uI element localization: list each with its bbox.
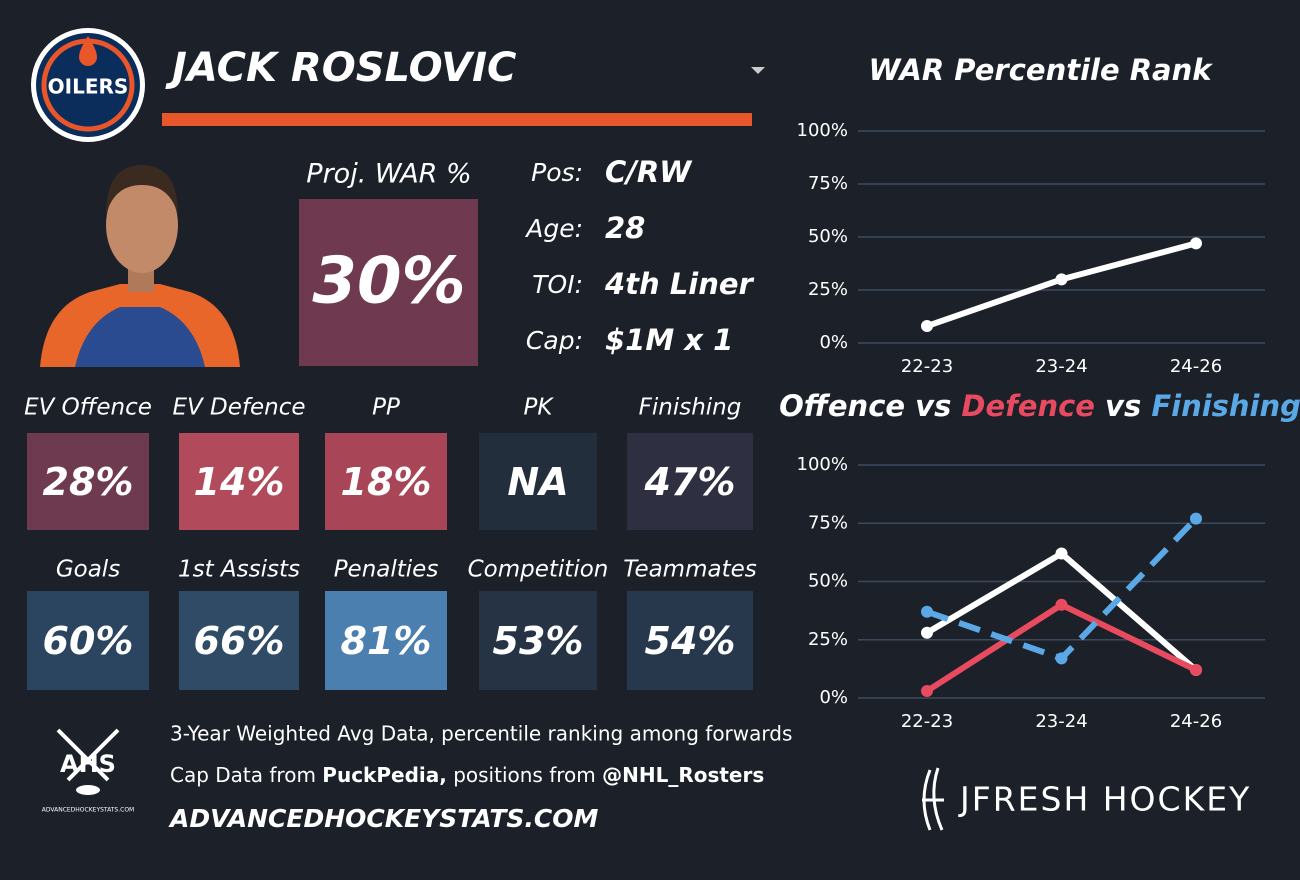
tile-value: 81% (341, 619, 432, 663)
ahs-logo-small: ADVANCEDHOCKEYSTATS.COM (42, 807, 134, 814)
footer-segment: @NHL_Rosters (602, 763, 764, 787)
title-joiner: vs (905, 389, 961, 423)
proj-value: 30% (312, 245, 465, 319)
logo-text: OILERS (48, 75, 129, 99)
tile (27, 433, 149, 530)
tile-value: 60% (43, 619, 134, 663)
website: ADVANCEDHOCKEYSTATS.COM (168, 804, 599, 833)
tile-value: 18% (341, 460, 432, 504)
y-tick-label: 25% (808, 279, 848, 300)
tile-value: NA (507, 460, 568, 504)
tile (627, 591, 753, 690)
stats: Proj. WAR % 30% Pos: C/RW Age: 28 TOI: 4th Line… (24, 155, 757, 690)
chart-title: WAR Percentile Rank (868, 53, 1213, 87)
info-label: Cap: (526, 326, 583, 355)
brand-logo (922, 767, 944, 831)
y-tick-label: 75% (808, 173, 848, 194)
y-tick-label: 0% (819, 332, 848, 353)
footer-segment: positions from (447, 763, 602, 787)
tile-label: Teammates (623, 557, 757, 583)
tile (479, 433, 597, 530)
legend-entry: Finishing (1151, 389, 1300, 423)
footer-segment: Cap Data from (170, 763, 322, 787)
chart-title: Offence vs Defence vs Finishing (779, 389, 1300, 423)
dropdown-icon[interactable] (751, 67, 765, 74)
tile-label: Competition (468, 557, 609, 583)
player-photo (40, 165, 240, 367)
accent-bar (162, 113, 752, 126)
ahs-logo (56, 728, 120, 795)
point (1190, 237, 1202, 250)
proj-label: Proj. WAR % (306, 159, 471, 190)
info-label: Age: (524, 214, 583, 243)
tile-label: Penalties (334, 557, 439, 583)
info-value: 28 (605, 211, 645, 245)
tile-label: PP (372, 395, 400, 421)
footer-line: Cap Data from PuckPedia, positions from … (170, 763, 764, 787)
player-name: JACK ROSLOVIC (165, 45, 516, 91)
x-tick-label: 23-24 (1035, 711, 1087, 732)
tile-value: 28% (43, 460, 134, 504)
tile (325, 591, 447, 690)
x-tick-label: 22-23 (901, 711, 953, 732)
tile-label: PK (524, 395, 555, 421)
point (921, 626, 933, 639)
proj-box (299, 199, 478, 366)
point (1190, 664, 1202, 677)
tile-value: 47% (644, 460, 736, 504)
tile (179, 591, 299, 690)
legend-entry: Offence (779, 389, 905, 423)
tile-value: 53% (493, 619, 584, 663)
y-tick-label: 50% (808, 226, 848, 247)
info-label: TOI: (532, 270, 583, 299)
tile-value: 66% (194, 619, 285, 663)
x-tick-label: 24-26 (1170, 356, 1222, 377)
info-value: C/RW (605, 155, 693, 189)
tile (27, 591, 149, 690)
tile-value: 14% (194, 460, 285, 504)
title-joiner: vs (1095, 389, 1151, 423)
point (1055, 652, 1068, 665)
point (921, 605, 933, 618)
tile (325, 433, 447, 530)
x-tick-label: 24-26 (1170, 711, 1222, 732)
point (1055, 273, 1068, 286)
point (1055, 547, 1068, 560)
team-logo: OILERS (31, 28, 145, 142)
info-label: Pos: (531, 158, 583, 187)
tile-label: EV Defence (172, 395, 305, 421)
y-tick-label: 0% (819, 687, 848, 708)
tile-label: Goals (56, 557, 120, 583)
charts: WAR Percentile Rank 0% 25% 50% 75% 100% 22-23 2… (779, 53, 1300, 732)
y-tick-label: 50% (808, 571, 848, 592)
ahs-logo-text: AHS (60, 750, 116, 778)
info-value: 4th Liner (604, 267, 755, 301)
point (1190, 512, 1202, 525)
brand: JFRESH HOCKEY (958, 780, 1251, 819)
point (921, 685, 933, 698)
info-value: $1M x 1 (605, 323, 733, 357)
y-tick-label: 75% (808, 512, 848, 533)
tile-label: Finishing (639, 395, 742, 421)
legend-entry: Defence (961, 389, 1095, 423)
x-tick-label: 22-23 (901, 356, 953, 377)
footer-line: 3-Year Weighted Avg Data, percentile ran… (170, 722, 792, 746)
y-tick-label: 100% (797, 120, 848, 141)
x-tick-label: 23-24 (1035, 356, 1087, 377)
y-tick-label: 25% (808, 629, 848, 650)
tile (479, 591, 597, 690)
tile (627, 433, 753, 530)
tile-label: 1st Assists (178, 557, 300, 583)
footer-segment: PuckPedia, (322, 763, 447, 787)
point (921, 320, 933, 333)
tile (179, 433, 299, 530)
point (1055, 598, 1068, 611)
tile-label: EV Offence (24, 395, 152, 421)
y-tick-label: 100% (797, 454, 848, 475)
tile-value: 54% (645, 619, 736, 663)
